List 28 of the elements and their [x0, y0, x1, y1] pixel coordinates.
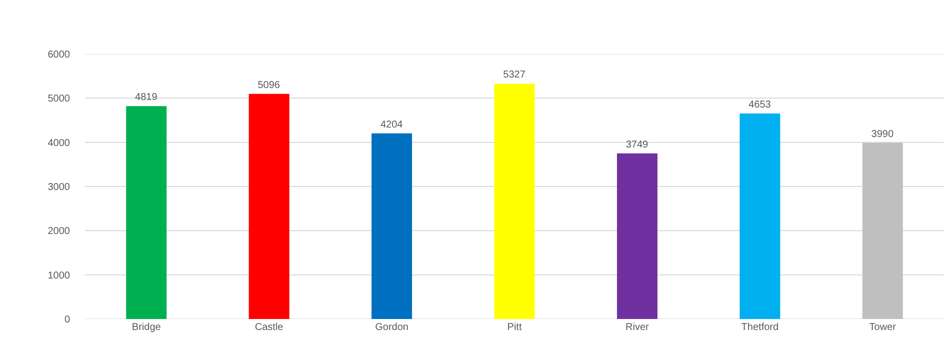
- bar: [126, 106, 167, 319]
- data-label: 4204: [380, 119, 404, 130]
- y-tick-label: 2000: [48, 226, 70, 238]
- x-tick-label: Thetford: [741, 322, 779, 333]
- data-label: 3749: [626, 139, 649, 150]
- bar: [248, 94, 290, 319]
- y-tick-label: 3000: [48, 182, 70, 193]
- x-tick-label: Pitt: [507, 322, 522, 333]
- data-label: 4819: [135, 92, 158, 104]
- bar: [616, 153, 658, 319]
- x-tick-label: Gordon: [375, 322, 408, 333]
- bar: [862, 142, 903, 319]
- x-tick-label: Bridge: [132, 322, 162, 333]
- y-tick-label: 0: [64, 314, 70, 326]
- y-tick-label: 4000: [48, 138, 70, 149]
- bar: [494, 84, 535, 319]
- y-tick-label: 1000: [48, 270, 70, 282]
- data-label: 4653: [748, 99, 772, 110]
- x-tick-label: Castle: [254, 322, 284, 333]
- y-tick-label: 6000: [48, 50, 70, 60]
- bar: [372, 133, 412, 319]
- x-tick-label: River: [626, 322, 650, 333]
- x-tick-label: Tower: [869, 322, 897, 333]
- data-label: 5096: [258, 80, 280, 91]
- y-tick-label: 5000: [48, 94, 70, 105]
- data-label: 5327: [503, 70, 526, 81]
- bar: [740, 113, 780, 319]
- data-label: 3990: [871, 128, 894, 140]
